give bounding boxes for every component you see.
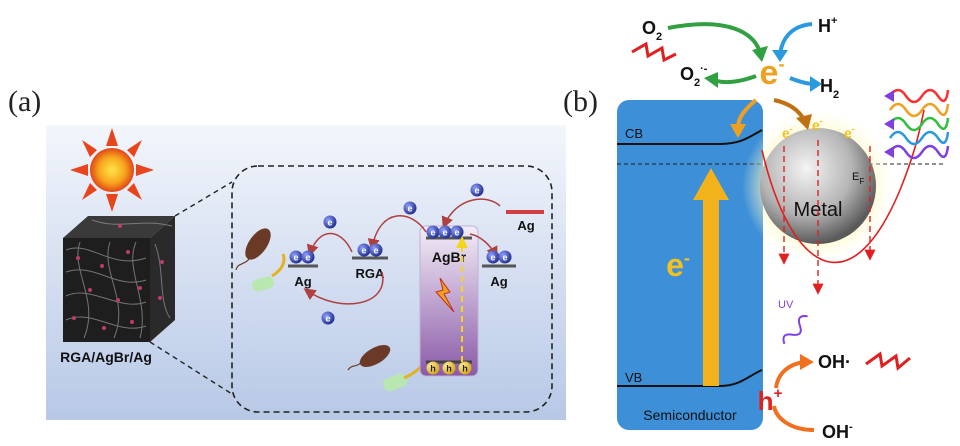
electron-icon: e: [323, 215, 337, 229]
svg-text:e: e: [502, 253, 507, 263]
o2-label: O2: [642, 18, 662, 43]
vb-band-edge: [617, 369, 763, 387]
excitation-arrowhead: [456, 236, 468, 248]
excitation-bolt-icon: [435, 277, 455, 313]
svg-text:e: e: [454, 228, 459, 238]
light-arrows: [884, 90, 894, 158]
left-ag-label: Ag: [294, 274, 311, 289]
electron-icon: e: [369, 243, 383, 257]
vb-label: VB: [625, 370, 642, 385]
visible-light-waves-icon: [888, 88, 950, 160]
semiconductor-block: [617, 100, 763, 430]
o2-reduction-arrow: [667, 22, 762, 53]
svg-text:e: e: [293, 253, 298, 263]
bacteria-icon: [235, 228, 271, 271]
bacteria-icon: [347, 345, 391, 371]
electron-icon: e: [470, 183, 484, 197]
svg-text:e: e: [325, 314, 330, 324]
electron-icon: e: [438, 225, 452, 239]
excitation-big-arrow: [703, 196, 719, 386]
damaged-bacteria-icon: [251, 276, 275, 292]
hole-icon: h: [442, 361, 456, 375]
cb-band-edge: [617, 129, 763, 145]
hole-icon: h: [458, 361, 472, 375]
fermi-level-label: EF: [852, 171, 864, 186]
panel-b-label: (b): [563, 85, 598, 118]
h-plus-arrow: [778, 22, 813, 55]
svg-text:e: e: [305, 253, 310, 263]
attack-arrow: [271, 253, 286, 278]
oxidation-arrow-in: [772, 405, 815, 432]
top-electron-label: e-: [760, 54, 785, 92]
electron-icon: e: [321, 311, 335, 325]
svg-text:e: e: [361, 246, 366, 256]
agbr-label: AgBr: [432, 249, 467, 265]
hole-label: h+: [758, 385, 783, 416]
right-ag-label: Ag: [517, 218, 534, 233]
hydroxyl-radical-zigzag-icon: [865, 351, 911, 371]
light-zigzag-icon: [631, 41, 677, 63]
svg-text:h: h: [462, 364, 468, 374]
metal-electrons: e- e- e-: [782, 116, 855, 141]
hole-icon: h: [426, 361, 440, 375]
hydroxyl-radical-label: OH·: [818, 352, 851, 372]
semiconductor-label: Semiconductor: [643, 407, 737, 423]
electron-icon: e: [486, 250, 500, 264]
svg-text:e: e: [490, 253, 495, 263]
electron-icon: e: [357, 243, 371, 257]
zoom-line-top: [174, 181, 233, 217]
uv-wave-icon: [782, 314, 808, 345]
svg-text:e-: e-: [844, 124, 855, 141]
svg-text:e-: e-: [812, 116, 823, 133]
h2-label: H2: [820, 76, 839, 101]
svg-text:e: e: [430, 228, 435, 238]
electron-icon: e: [498, 250, 512, 264]
electron-icon: e: [289, 250, 303, 264]
h-plus-label: H+: [818, 15, 837, 36]
svg-text:e: e: [442, 228, 447, 238]
electron-icon: e: [403, 201, 417, 215]
svg-text:h: h: [430, 364, 436, 374]
mechanism-callout-box: [231, 165, 553, 413]
svg-text:e-: e-: [782, 124, 793, 141]
panel-a-label: (a): [8, 85, 42, 118]
electron-icon: e: [450, 225, 464, 239]
svg-text:e: e: [373, 246, 378, 256]
svg-text:h: h: [446, 364, 452, 374]
sun-icon: [70, 128, 154, 212]
svg-text:e: e: [327, 218, 332, 228]
big-electron-label: e-: [666, 247, 690, 283]
composite-label: RGA/AgBr/Ag: [60, 349, 152, 365]
cb-label: CB: [625, 126, 643, 141]
superoxide-label: O2·-: [680, 63, 708, 89]
superoxide-arrow: [713, 74, 757, 85]
electron-icon: e: [301, 250, 315, 264]
hydroxide-label: OH-: [822, 421, 853, 442]
schottky-curve: [761, 109, 925, 264]
mid-ag-label: Ag: [490, 274, 507, 289]
svg-text:e: e: [407, 204, 412, 214]
svg-text:e: e: [474, 186, 479, 196]
composite-cube-image: [63, 216, 175, 342]
uv-label: UV: [778, 299, 794, 311]
damaged-bacteria-icon: [383, 373, 408, 392]
electron-icon: e: [426, 225, 440, 239]
excitation-big-arrowhead: [693, 168, 729, 200]
rga-label: RGA: [356, 266, 386, 281]
zoom-line-bottom: [149, 341, 233, 395]
plasmon-decay-lines: [778, 140, 876, 295]
